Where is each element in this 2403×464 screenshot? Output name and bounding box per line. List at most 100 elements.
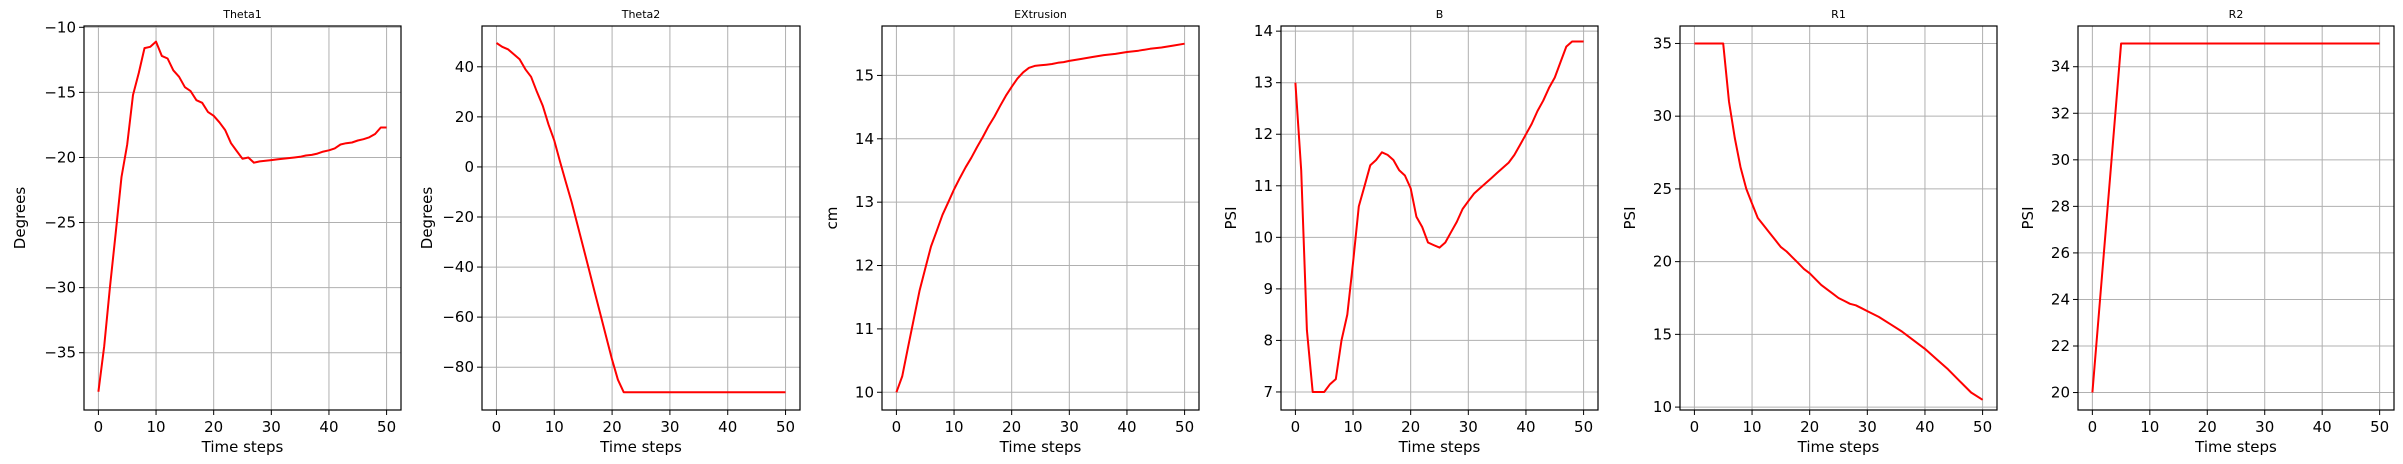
y-tick-label: 12 — [1254, 125, 1273, 143]
y-tick-label: 34 — [2051, 58, 2070, 76]
y-tick-label: 14 — [1254, 22, 1273, 40]
x-tick-label: 20 — [204, 418, 223, 436]
y-tick-label: 22 — [2051, 337, 2070, 355]
y-tick-label: 7 — [1263, 383, 1273, 401]
y-tick-label: −25 — [44, 214, 76, 232]
x-tick-label: 50 — [2370, 418, 2389, 436]
x-tick-label: 10 — [545, 418, 564, 436]
chart-title: Theta1 — [222, 8, 262, 21]
y-axis-label: PSI — [1621, 207, 1639, 230]
y-tick-label: 20 — [1653, 253, 1672, 271]
y-axis-label: Degrees — [418, 187, 436, 250]
x-tick-label: 40 — [1117, 418, 1136, 436]
x-tick-label: 40 — [319, 418, 338, 436]
series-line-1 — [1294, 40, 1584, 393]
series-line-1 — [495, 42, 786, 394]
y-axis-label: PSI — [1222, 207, 1240, 230]
series-line-1 — [2091, 42, 2380, 393]
y-tick-label: 12 — [855, 257, 874, 275]
x-tick-label: 40 — [718, 418, 737, 436]
x-tick-label: 0 — [94, 418, 104, 436]
subplot-4: 0 10 20 30 40 50 7 8 9 10 11 12 13 14 B Time steps PSI — [1222, 8, 1599, 456]
x-tick-label: 10 — [1343, 418, 1362, 436]
y-tick-label: 26 — [2051, 244, 2070, 262]
x-tick-label: 50 — [1574, 418, 1593, 436]
x-tick-label: 50 — [1973, 418, 1992, 436]
axes-frame — [1280, 25, 1599, 411]
x-tick-label: 30 — [2255, 418, 2274, 436]
x-axis-label: Time steps — [201, 438, 284, 456]
y-tick-label: −20 — [44, 148, 76, 166]
x-tick-label: 20 — [1002, 418, 1021, 436]
y-tick-label: −30 — [44, 279, 76, 297]
y-tick-label: −35 — [44, 344, 76, 362]
y-tick-label: 8 — [1263, 331, 1273, 349]
chart-title: R2 — [2229, 8, 2244, 21]
y-tick-label: −20 — [442, 208, 474, 226]
axes-frame — [1679, 25, 1998, 411]
x-tick-label: 50 — [377, 418, 396, 436]
y-tick-label: 11 — [855, 320, 874, 338]
y-tick-label: −80 — [442, 358, 474, 376]
y-tick-label: 32 — [2051, 104, 2070, 122]
series-line-1 — [97, 40, 387, 392]
subplot-5: 0 10 20 30 40 50 10 15 20 25 30 35 R1 Time steps PSI — [1621, 8, 1998, 456]
axes-frame — [881, 25, 1200, 411]
y-tick-label: 13 — [1254, 74, 1273, 92]
x-tick-label: 20 — [1800, 418, 1819, 436]
y-axis-label: PSI — [2019, 207, 2037, 230]
x-tick-label: 0 — [1690, 418, 1700, 436]
y-tick-label: −40 — [442, 258, 474, 276]
y-tick-label: 15 — [1653, 325, 1672, 343]
x-tick-label: 20 — [603, 418, 622, 436]
y-tick-label: 20 — [2051, 384, 2070, 402]
axes-frame — [2077, 25, 2395, 411]
x-axis-label: Time steps — [1398, 438, 1481, 456]
series-line-1 — [895, 42, 1185, 393]
y-tick-label: −60 — [442, 308, 474, 326]
y-tick-label: 24 — [2051, 290, 2070, 308]
y-tick-label: 20 — [455, 108, 474, 126]
y-tick-label: 10 — [1653, 398, 1672, 416]
x-tick-label: 30 — [1060, 418, 1079, 436]
x-tick-label: 0 — [492, 418, 502, 436]
y-tick-label: 10 — [855, 383, 874, 401]
y-tick-label: 25 — [1653, 180, 1672, 198]
x-axis-label: Time steps — [2194, 438, 2277, 456]
x-tick-label: 0 — [2088, 418, 2098, 436]
chart-title: Theta2 — [621, 8, 661, 21]
x-tick-label: 30 — [1858, 418, 1877, 436]
x-tick-label: 30 — [660, 418, 679, 436]
y-tick-label: 30 — [2051, 151, 2070, 169]
y-tick-label: 30 — [1653, 107, 1672, 125]
y-tick-label: 13 — [855, 193, 874, 211]
x-tick-label: 30 — [262, 418, 281, 436]
x-axis-label: Time steps — [599, 438, 682, 456]
x-tick-label: 0 — [892, 418, 902, 436]
subplot-3: 0 10 20 30 40 50 10 11 12 13 14 15 EXtrusion Time ste… — [823, 8, 1200, 456]
y-tick-label: 10 — [1254, 228, 1273, 246]
y-tick-label: 35 — [1653, 34, 1672, 52]
x-tick-label: 40 — [1516, 418, 1535, 436]
subplot-1: 0 10 20 30 40 50 −35 −30 −25 −20 −15 −10 Theta1 Time … — [11, 8, 402, 456]
subplot-6: 0 10 20 30 40 50 20 22 24 26 28 30 32 34 R2 Time steps P… — [2019, 8, 2395, 456]
series-line-1 — [1694, 42, 1984, 401]
y-tick-label: −15 — [44, 83, 76, 101]
x-tick-label: 10 — [146, 418, 165, 436]
y-tick-label: −10 — [44, 18, 76, 36]
x-tick-label: 0 — [1291, 418, 1301, 436]
y-tick-label: 28 — [2051, 197, 2070, 215]
axes-frame — [481, 25, 801, 411]
y-tick-label: 15 — [855, 66, 874, 84]
chart-title: EXtrusion — [1014, 8, 1067, 21]
y-tick-label: 9 — [1263, 280, 1273, 298]
y-axis-label: cm — [823, 207, 841, 230]
y-tick-label: 0 — [464, 158, 474, 176]
x-axis-label: Time steps — [999, 438, 1082, 456]
y-tick-label: 40 — [455, 58, 474, 76]
x-tick-label: 40 — [2313, 418, 2332, 436]
x-tick-label: 10 — [1742, 418, 1761, 436]
axes-frame — [83, 25, 402, 411]
chart-title: B — [1436, 8, 1444, 21]
